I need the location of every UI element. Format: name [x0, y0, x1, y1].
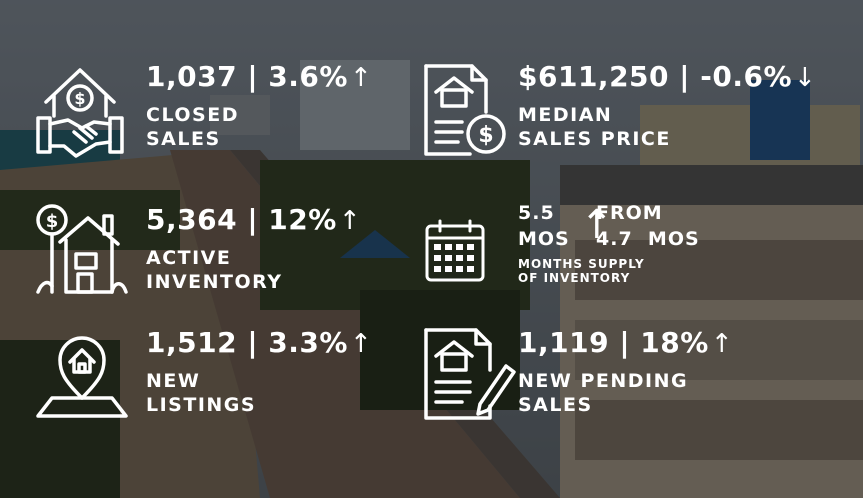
map-pin-house-icon — [36, 336, 128, 418]
months-supply-label-2: OF INVENTORY — [518, 271, 631, 285]
months-from-value: 4.7 — [596, 228, 633, 250]
closed-sales-label: CLOSED — [146, 104, 239, 126]
new-pending-value: 1,119 | 18% — [518, 326, 709, 359]
active-inventory-label: ACTIVE — [146, 247, 232, 269]
handshake-house-icon: $ — [36, 68, 124, 158]
months-from-unit: MOS — [647, 228, 700, 250]
up-arrow-icon: ↑ — [580, 202, 614, 248]
calendar-icon — [425, 219, 485, 282]
new-pending-label-2: SALES — [518, 394, 593, 416]
svg-text:$: $ — [46, 211, 59, 232]
active-inventory-label-2: INVENTORY — [146, 271, 283, 293]
new-listings-label-2: LISTINGS — [146, 394, 257, 416]
months-from-label: FROM — [596, 202, 663, 224]
new-listings-label: NEW — [146, 370, 201, 392]
median-price-label-2: SALES PRICE — [518, 128, 671, 150]
months-supply-label: MONTHS SUPPLY — [518, 257, 645, 271]
closed-sales-value: 1,037 | 3.6% — [146, 60, 348, 93]
months-supply-value: 5.5 — [518, 202, 555, 224]
up-arrow-icon: ↑ — [338, 206, 362, 236]
contract-pen-icon — [424, 328, 516, 420]
svg-text:$: $ — [478, 123, 493, 148]
house-dollar-tree-icon: $ — [36, 204, 128, 294]
document-dollar-icon: $ — [424, 64, 506, 156]
up-arrow-icon: ↑ — [349, 329, 373, 359]
new-listings-value: 1,512 | 3.3% — [146, 326, 348, 359]
active-inventory-value: 5,364 | 12% — [146, 203, 337, 236]
median-price-value: $611,250 | -0.6% — [518, 60, 793, 93]
new-pending-label: NEW PENDING — [518, 370, 689, 392]
up-arrow-icon: ↑ — [349, 63, 373, 93]
closed-sales-label-2: SALES — [146, 128, 221, 150]
down-arrow-icon: ↓ — [794, 63, 817, 93]
svg-text:$: $ — [74, 89, 85, 108]
median-price-label: MEDIAN — [518, 104, 613, 126]
months-supply-unit: MOS — [518, 228, 570, 250]
up-arrow-icon: ↑ — [710, 329, 734, 359]
